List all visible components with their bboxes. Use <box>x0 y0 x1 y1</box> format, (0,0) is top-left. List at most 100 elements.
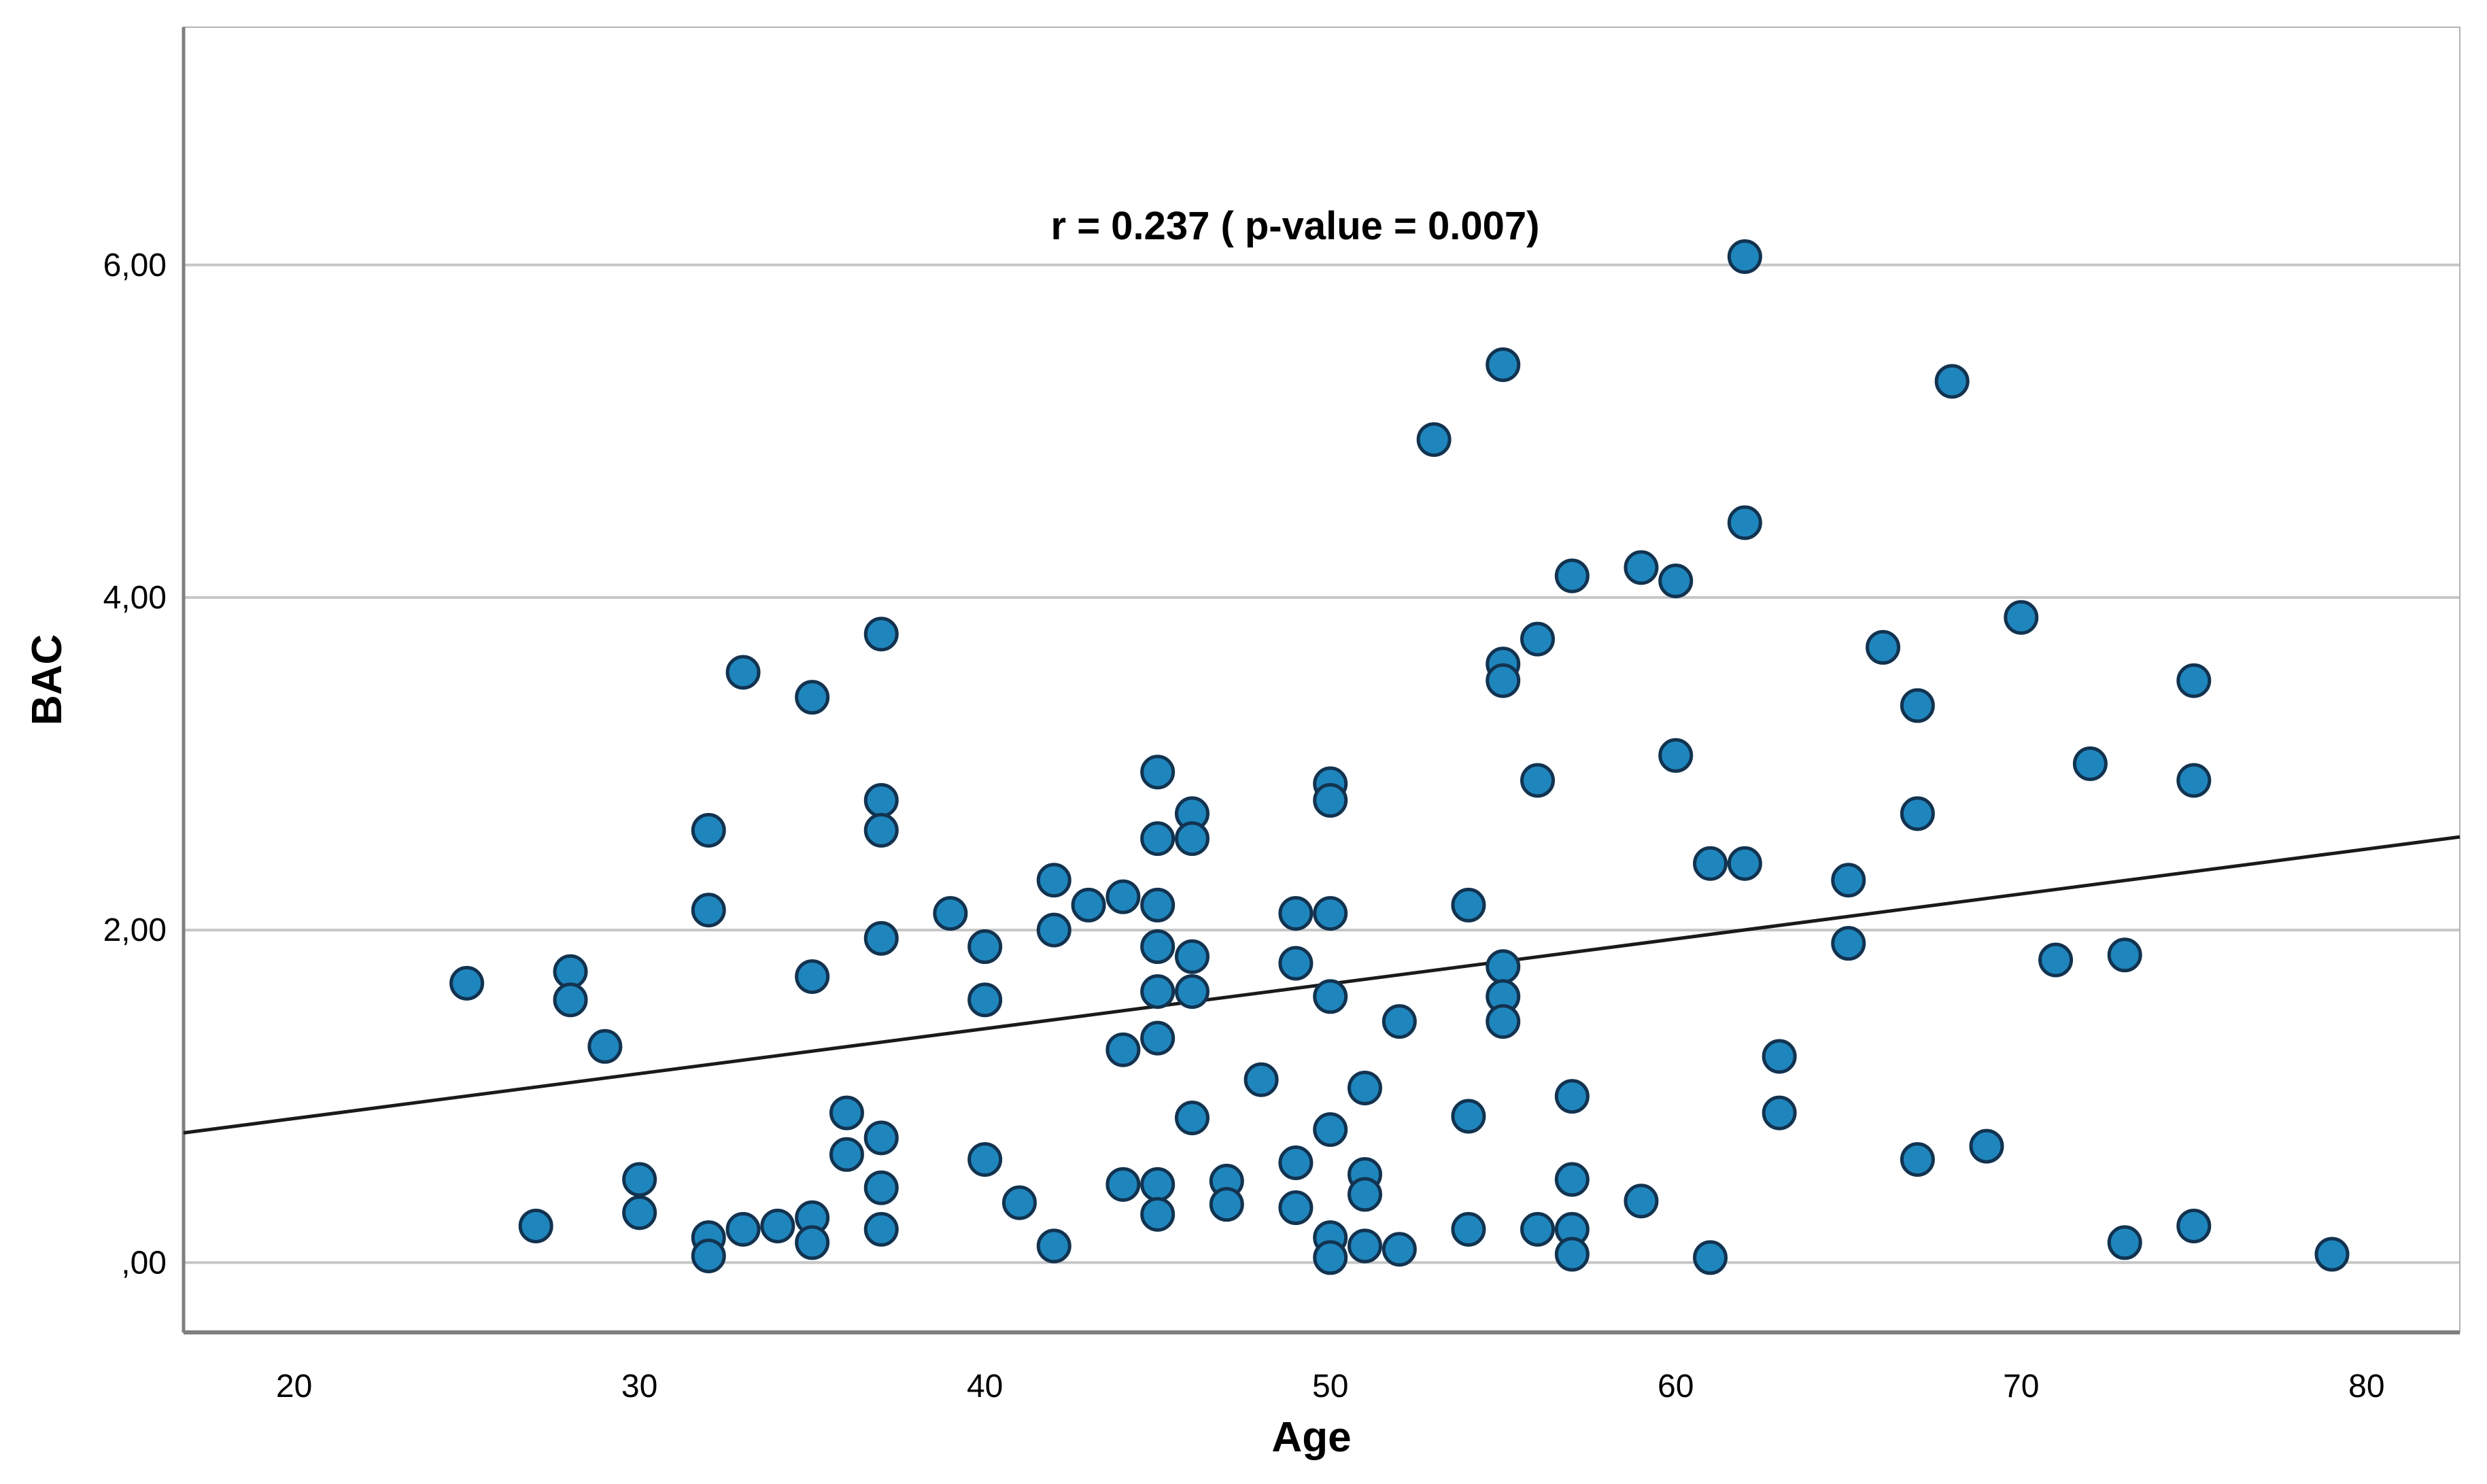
data-point <box>622 1195 657 1230</box>
data-point <box>1174 939 1210 974</box>
data-point <box>1727 239 1762 275</box>
data-point <box>1900 688 1935 723</box>
data-point <box>1105 1032 1141 1067</box>
data-point <box>1313 896 1348 931</box>
y-tick-label-0: ,00 <box>121 1245 167 1281</box>
data-point <box>518 1208 553 1243</box>
data-point <box>863 1120 899 1156</box>
data-point <box>795 680 830 715</box>
data-point <box>1727 505 1762 540</box>
data-point <box>2072 746 2108 782</box>
data-point <box>863 1211 899 1247</box>
data-point <box>1624 550 1659 585</box>
data-point <box>449 965 485 1001</box>
data-point <box>1140 1167 1176 1202</box>
data-point <box>1727 846 1762 881</box>
data-point <box>1036 863 1071 898</box>
data-point <box>1382 1004 1417 1039</box>
data-point <box>1140 887 1176 922</box>
data-point <box>1348 1177 1383 1212</box>
data-point <box>2176 1208 2212 1243</box>
data-point <box>1658 563 1694 598</box>
y-tick-label-4: 4,00 <box>103 580 167 616</box>
data-point <box>1036 1228 1071 1264</box>
data-point <box>1416 422 1452 458</box>
data-point <box>1762 1039 1797 1074</box>
x-tick-label-60: 60 <box>1658 1368 1694 1404</box>
data-point <box>1486 663 1521 698</box>
data-point <box>1554 1237 1590 1272</box>
y-tick-label-6: 6,00 <box>103 247 167 283</box>
data-point <box>1313 979 1348 1014</box>
data-point <box>863 782 899 818</box>
x-tick-label-40: 40 <box>967 1368 1003 1404</box>
data-point <box>691 1238 726 1273</box>
data-point <box>1969 1128 2004 1164</box>
data-point <box>691 812 726 848</box>
data-point <box>1831 863 1866 898</box>
data-point <box>1278 896 1314 931</box>
data-point <box>1174 974 1210 1010</box>
data-point <box>2107 937 2142 973</box>
x-tick-labels: 20 30 40 50 60 70 80 <box>276 1368 2385 1404</box>
data-point <box>1105 1167 1141 1202</box>
data-point <box>829 1137 864 1172</box>
x-tick-label-50: 50 <box>1312 1368 1348 1404</box>
data-point <box>1934 364 1970 399</box>
data-point <box>967 982 1003 1018</box>
data-point <box>1486 347 1521 383</box>
data-point <box>1140 755 1176 790</box>
chart-title: r = 0.237 ( p-value = 0.007) <box>1051 204 1540 248</box>
data-point <box>1001 1185 1037 1220</box>
x-tick-label-70: 70 <box>2003 1368 2039 1404</box>
data-point <box>967 929 1003 965</box>
data-point <box>1486 1004 1521 1039</box>
data-point <box>863 617 899 652</box>
y-tick-labels: ,00 2,00 4,00 6,00 <box>103 247 167 1281</box>
data-point <box>587 1029 623 1064</box>
data-point <box>553 982 588 1018</box>
y-tick-label-2: 2,00 <box>103 912 167 948</box>
data-point <box>863 812 899 848</box>
data-point <box>933 896 968 931</box>
data-point <box>795 1225 830 1260</box>
data-point <box>1313 782 1348 818</box>
data-point <box>967 1142 1003 1177</box>
data-point <box>1554 558 1590 593</box>
data-point <box>1382 1232 1417 1267</box>
data-point <box>1451 1211 1486 1247</box>
data-point <box>1209 1187 1244 1222</box>
data-point <box>1554 1079 1590 1114</box>
data-point <box>1105 879 1141 914</box>
data-point <box>1520 1211 1556 1247</box>
data-point <box>1486 949 1521 984</box>
data-point <box>1451 1099 1486 1134</box>
data-point <box>2107 1225 2142 1260</box>
data-point <box>2176 763 2212 798</box>
data-point <box>795 959 830 995</box>
data-point <box>1278 1190 1314 1226</box>
data-point <box>1174 821 1210 857</box>
data-point <box>2314 1237 2350 1272</box>
data-point <box>1140 1020 1176 1056</box>
data-point <box>760 1208 795 1243</box>
data-point <box>1762 1095 1797 1131</box>
data-point <box>1140 1196 1176 1232</box>
data-point <box>829 1095 864 1131</box>
y-axis-label: BAC <box>24 634 71 725</box>
data-point <box>1624 1184 1659 1219</box>
data-point <box>1036 912 1071 948</box>
data-point <box>863 1170 899 1205</box>
data-point <box>1348 1228 1383 1264</box>
x-axis-label: Age <box>1271 1414 1351 1461</box>
data-point <box>1140 821 1176 857</box>
data-point <box>622 1162 657 1197</box>
data-point <box>1278 946 1314 981</box>
data-point <box>1554 1162 1590 1197</box>
data-point <box>1520 763 1556 798</box>
data-point <box>1520 621 1556 657</box>
data-point <box>1244 1062 1279 1097</box>
data-point <box>1140 929 1176 965</box>
data-point <box>1451 887 1486 922</box>
